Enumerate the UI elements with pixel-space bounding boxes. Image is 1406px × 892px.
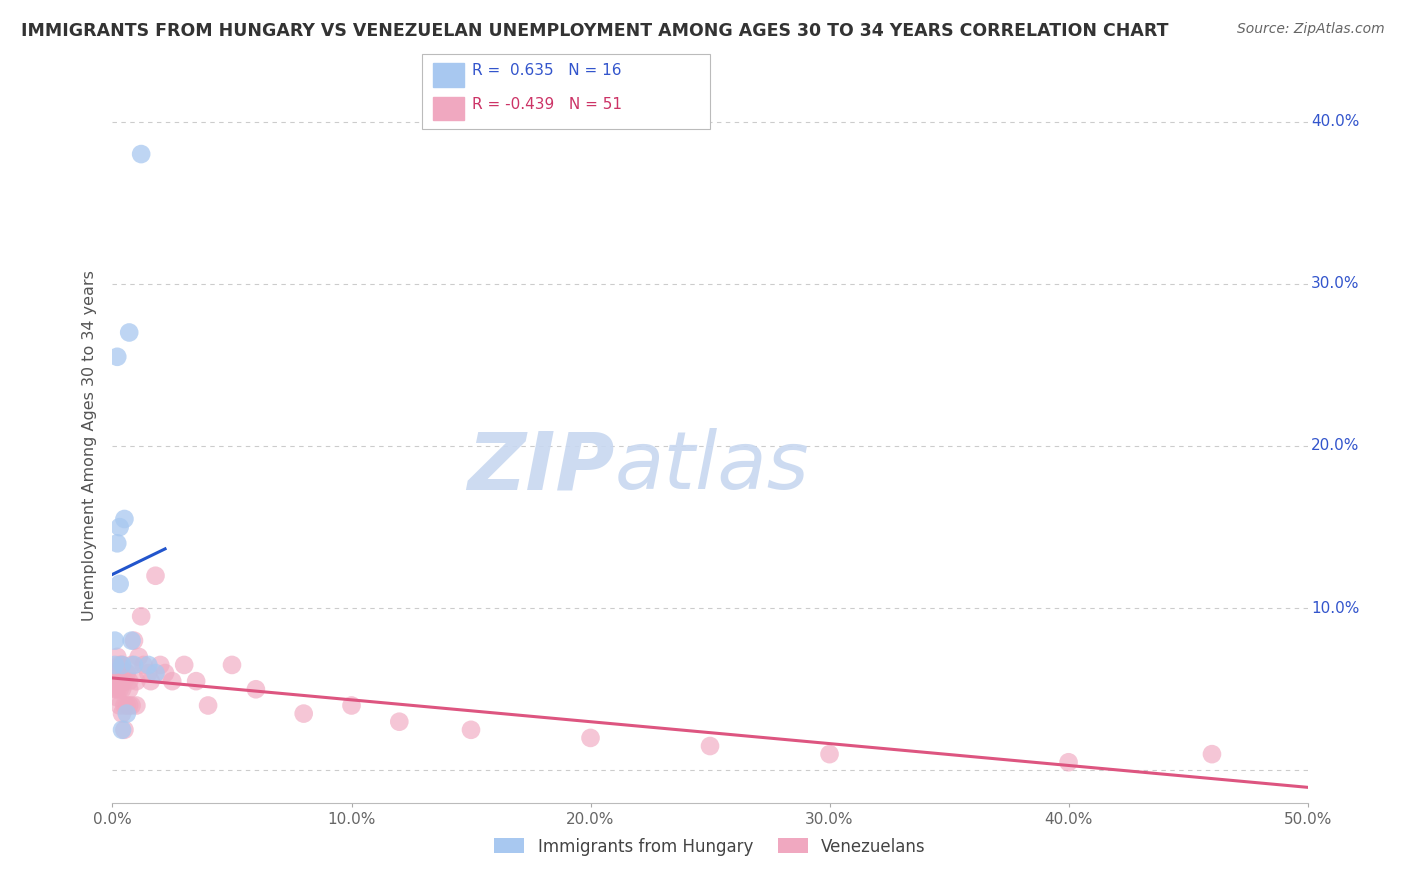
Point [138, 666, 160, 681]
Point [104, 633, 127, 648]
Point [699, 739, 721, 753]
Point [121, 657, 143, 672]
Point [104, 682, 127, 697]
Point [340, 698, 363, 713]
Point [105, 649, 128, 664]
Point [108, 698, 131, 713]
Point [118, 698, 141, 713]
Point [186, 674, 208, 689]
Point [132, 657, 155, 672]
Point [111, 723, 134, 737]
Point [115, 666, 138, 681]
Point [118, 674, 141, 689]
Point [122, 633, 145, 648]
Point [460, 723, 482, 737]
Point [105, 350, 128, 364]
Point [128, 649, 150, 664]
Text: 30.0%: 30.0% [1312, 277, 1360, 292]
Point [145, 568, 167, 582]
Legend: Immigrants from Hungary, Venezuelans: Immigrants from Hungary, Venezuelans [488, 831, 932, 863]
Point [138, 657, 160, 672]
Text: R =  0.635   N = 16: R = 0.635 N = 16 [472, 63, 621, 78]
Text: 10.0%: 10.0% [1312, 600, 1360, 615]
Point [105, 536, 128, 550]
Point [173, 657, 195, 672]
Text: atlas: atlas [614, 428, 810, 507]
Point [114, 723, 135, 737]
Point [118, 326, 141, 340]
Point [105, 690, 128, 705]
Point [245, 682, 267, 697]
Point [108, 520, 131, 534]
Point [104, 657, 127, 672]
Point [129, 609, 152, 624]
Point [149, 657, 172, 672]
Point [108, 657, 131, 672]
Point [111, 674, 134, 689]
Point [139, 674, 162, 689]
Point [818, 747, 841, 761]
Point [111, 682, 134, 697]
Point [111, 657, 134, 672]
Point [145, 666, 167, 681]
Point [153, 666, 176, 681]
Point [108, 682, 131, 697]
Point [1057, 756, 1080, 770]
Point [121, 633, 143, 648]
Point [115, 706, 138, 721]
Point [114, 512, 135, 526]
Point [579, 731, 602, 745]
Point [115, 698, 138, 713]
Point [197, 698, 219, 713]
Point [125, 698, 148, 713]
Point [292, 706, 315, 721]
Point [114, 698, 135, 713]
Point [108, 577, 131, 591]
Point [111, 657, 134, 672]
Y-axis label: Unemployment Among Ages 30 to 34 years: Unemployment Among Ages 30 to 34 years [82, 270, 97, 622]
Point [104, 666, 127, 681]
Point [121, 698, 143, 713]
Text: IMMIGRANTS FROM HUNGARY VS VENEZUELAN UNEMPLOYMENT AMONG AGES 30 TO 34 YEARS COR: IMMIGRANTS FROM HUNGARY VS VENEZUELAN UN… [21, 22, 1168, 40]
Point [104, 674, 127, 689]
Text: 20.0%: 20.0% [1312, 439, 1360, 453]
Point [388, 714, 411, 729]
Point [221, 657, 243, 672]
Point [162, 674, 183, 689]
Point [1201, 747, 1223, 761]
Text: R = -0.439   N = 51: R = -0.439 N = 51 [472, 97, 623, 112]
Point [111, 706, 134, 721]
Point [108, 674, 131, 689]
Point [125, 674, 148, 689]
Point [122, 657, 145, 672]
Point [105, 666, 128, 681]
Point [118, 682, 141, 697]
Point [114, 674, 135, 689]
Text: Source: ZipAtlas.com: Source: ZipAtlas.com [1237, 22, 1385, 37]
Text: ZIP: ZIP [467, 428, 614, 507]
Point [105, 682, 128, 697]
Text: 40.0%: 40.0% [1312, 114, 1360, 129]
Point [129, 147, 152, 161]
